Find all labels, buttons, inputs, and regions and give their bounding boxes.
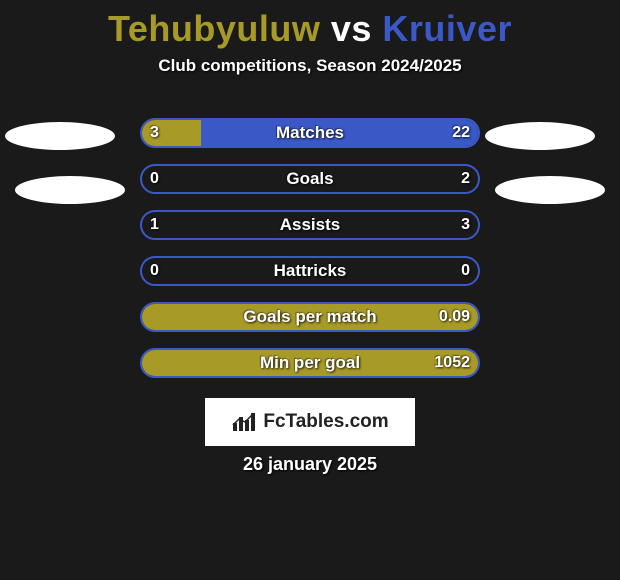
subtitle: Club competitions, Season 2024/2025 [0,56,620,76]
stat-label: Min per goal [140,348,480,378]
title-vs: vs [331,8,372,49]
stats-area: 322Matches02Goals13Assists00Hattricks0.0… [0,118,620,394]
title-player1: Tehubyuluw [108,8,320,49]
stat-label: Hattricks [140,256,480,286]
brand-text: FcTables.com [263,411,388,433]
chart-icon [231,411,257,433]
decorative-ellipse [495,176,605,204]
comparison-title: Tehubyuluw vs Kruiver [0,0,620,50]
stat-row: 13Assists [0,210,620,240]
date-label: 26 january 2025 [0,454,620,475]
stat-label: Assists [140,210,480,240]
decorative-ellipse [15,176,125,204]
title-player2: Kruiver [382,8,512,49]
stat-label: Matches [140,118,480,148]
stat-row: 0.09Goals per match [0,302,620,332]
decorative-ellipse [5,122,115,150]
stat-label: Goals per match [140,302,480,332]
brand-badge: FcTables.com [205,398,415,446]
decorative-ellipse [485,122,595,150]
stat-row: 1052Min per goal [0,348,620,378]
stat-row: 00Hattricks [0,256,620,286]
stat-label: Goals [140,164,480,194]
